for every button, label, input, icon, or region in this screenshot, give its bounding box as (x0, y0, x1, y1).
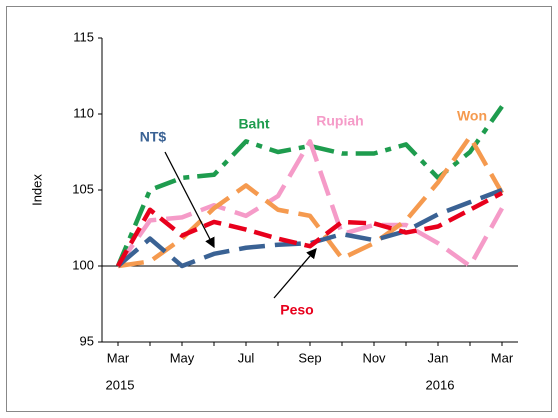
series-label: Won (457, 108, 487, 124)
series-line (115, 105, 504, 267)
y-tick-label: 105 (72, 181, 94, 196)
x-tick-label: Mar (107, 350, 130, 365)
x-tick-label: Jan (428, 350, 449, 365)
x-tick-label: Sep (298, 350, 321, 365)
y-tick-label: 115 (73, 29, 94, 44)
series-label: Rupiah (316, 113, 363, 129)
x-tick-label: May (170, 350, 195, 365)
y-tick-label: 110 (73, 105, 94, 120)
series-line (116, 187, 503, 269)
series-label: Peso (280, 302, 313, 318)
x-tick-label: Mar (491, 350, 514, 365)
x-tick-label: Jul (238, 350, 255, 365)
series-line (116, 191, 504, 268)
y-tick-label: 100 (72, 257, 94, 272)
arrow (164, 151, 215, 249)
y-tick-label: 95 (80, 333, 94, 348)
x-group-label: 2015 (106, 377, 135, 392)
series-line (117, 134, 504, 269)
series-line (116, 139, 504, 269)
x-group-label: 2016 (426, 377, 455, 392)
arrow (273, 248, 317, 299)
series-label: Baht (238, 116, 269, 132)
x-tick-label: Nov (362, 350, 386, 365)
y-axis-label: Index (29, 174, 44, 206)
series-label: NT$ (140, 129, 167, 145)
